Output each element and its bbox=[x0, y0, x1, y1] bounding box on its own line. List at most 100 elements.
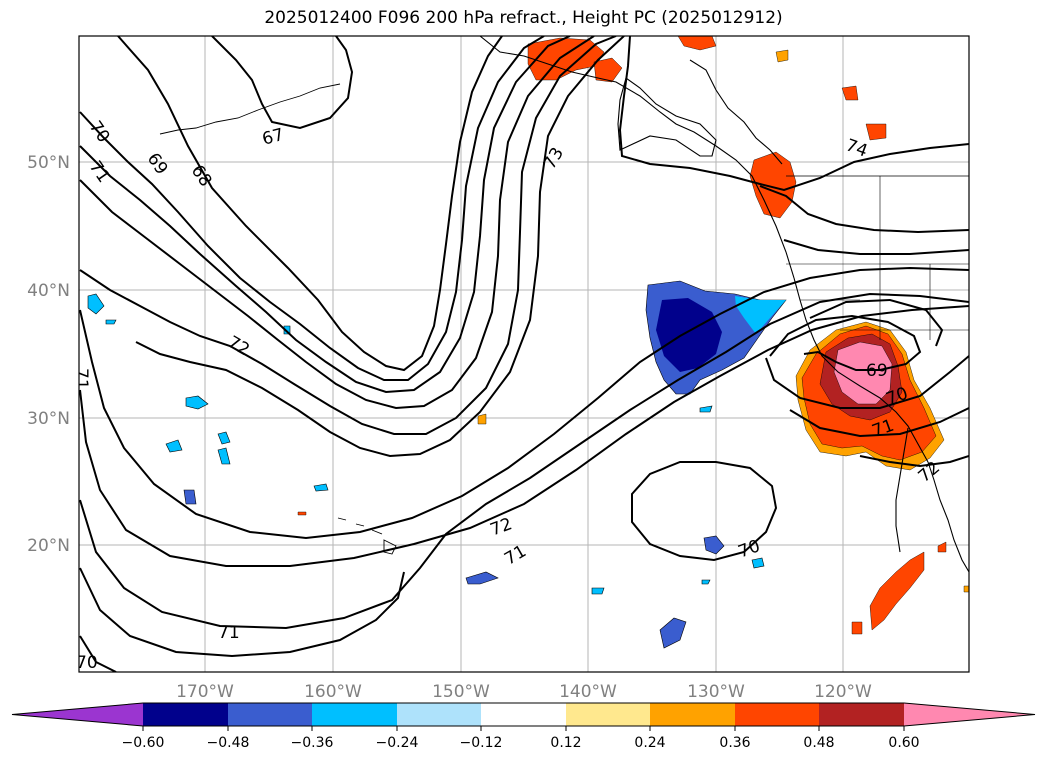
contour-70 bbox=[79, 36, 571, 394]
contour-71-southern bbox=[79, 305, 969, 567]
positive-anomaly-regions bbox=[297, 36, 969, 635]
warm-spot-mid bbox=[477, 413, 487, 425]
contour-72-baja bbox=[859, 455, 969, 468]
contour-67 bbox=[211, 36, 354, 130]
north-pacific-outline bbox=[617, 77, 717, 157]
colorbar-segment bbox=[819, 703, 904, 726]
contour-72-east bbox=[783, 239, 969, 255]
map-frame bbox=[78, 35, 970, 673]
lon-label-140w: 140°W bbox=[559, 682, 617, 702]
lon-label-120w: 120°W bbox=[814, 682, 872, 702]
lon-labels: 170°W 160°W 150°W 140°W 130°W 120°W bbox=[176, 682, 872, 702]
contour-71-california bbox=[789, 407, 969, 438]
colorbar-tick-label: 0.48 bbox=[803, 735, 834, 751]
lon-label-170w: 170°W bbox=[176, 682, 234, 702]
colorbar-tick-label: 0.60 bbox=[888, 735, 919, 751]
warm-spot-baja-2 bbox=[937, 541, 947, 553]
colorbar-tick-label: −0.48 bbox=[207, 735, 250, 751]
darkblue-core bbox=[656, 298, 722, 372]
colorbar-tick-label: 0.12 bbox=[550, 735, 581, 751]
baja-peninsula bbox=[895, 427, 909, 553]
blue-spot-12 bbox=[105, 319, 117, 325]
colorbar-extend-high bbox=[904, 703, 1035, 726]
blue-spot-1 bbox=[165, 439, 183, 453]
aleutian-chain bbox=[159, 83, 341, 135]
colorbar-tick-label: 0.24 bbox=[634, 735, 665, 751]
contour-73 bbox=[135, 36, 625, 458]
blue-spot-hawaii-n bbox=[185, 395, 209, 410]
contour-74 bbox=[618, 36, 969, 192]
blue-spot-4 bbox=[183, 489, 197, 505]
colorbar-extend-low bbox=[12, 703, 143, 726]
colorbar bbox=[11, 702, 1036, 731]
map-title: 2025012400 F096 200 hPa refract., Height… bbox=[264, 8, 783, 28]
us-west-coast bbox=[793, 277, 929, 463]
contour-70-closed-low bbox=[631, 461, 778, 562]
lightblue-edge bbox=[735, 296, 786, 334]
colorbar-segment bbox=[566, 703, 650, 726]
blue-spot-10 bbox=[591, 587, 605, 595]
negative-anomaly-regions bbox=[87, 280, 787, 649]
contour-73-east bbox=[759, 185, 969, 234]
colorbar-tick-labels: −0.60 −0.48 −0.36 −0.24 −0.12 0.12 0.24 0.36 0.4… bbox=[122, 735, 920, 751]
lat-label-50n: 50°N bbox=[27, 153, 70, 173]
colorbar-segment bbox=[312, 703, 397, 726]
colorbar-segment bbox=[735, 703, 819, 726]
blue-spot-6 bbox=[465, 571, 499, 585]
contour-ring-ca bbox=[809, 298, 944, 347]
contour-68 bbox=[117, 36, 503, 372]
warm-spot-bc-4 bbox=[775, 49, 789, 63]
coastlines bbox=[159, 36, 969, 573]
colorbar-segment bbox=[143, 703, 228, 726]
blue-spot-13 bbox=[699, 405, 713, 413]
baja-coast bbox=[927, 461, 969, 573]
contour-70-bottomleft bbox=[79, 635, 117, 672]
blue-spot-2 bbox=[217, 431, 231, 445]
alaska-coast bbox=[479, 36, 795, 279]
map-content: 70 71 69 68 67 73 74 72 71 72 71 70 71 7… bbox=[71, 36, 969, 673]
contour-72-north bbox=[79, 36, 617, 435]
lon-label-150w: 150°W bbox=[432, 682, 490, 702]
contour-label-69-ca: 69 bbox=[866, 361, 888, 381]
contour-label-71-bottom: 71 bbox=[218, 623, 240, 643]
blue-spot-8 bbox=[659, 617, 687, 649]
contour-71 bbox=[79, 36, 595, 410]
blue-spot-3 bbox=[217, 447, 231, 465]
warm-spot-bc-3 bbox=[865, 123, 887, 141]
warm-spot-small-1 bbox=[297, 511, 307, 516]
colorbar-tick-label: −0.12 bbox=[460, 735, 503, 751]
contour-label-70-bl: 70 bbox=[76, 653, 98, 673]
hawaii-islands bbox=[337, 517, 397, 555]
contour-label-71-west: 71 bbox=[71, 368, 91, 390]
warm-region-alaska-3 bbox=[677, 36, 717, 51]
contour-72-southern bbox=[79, 266, 969, 540]
warm-region-baja bbox=[869, 551, 925, 631]
colorbar-tick-label: 0.36 bbox=[719, 735, 750, 751]
pink-core-california bbox=[833, 341, 893, 405]
colorbar-tick-label: −0.36 bbox=[291, 735, 334, 751]
colorbar-segment bbox=[481, 703, 566, 726]
colorbar-segment bbox=[650, 703, 735, 726]
lat-label-20n: 20°N bbox=[27, 536, 70, 556]
lat-labels: 50°N 40°N 30°N 20°N bbox=[27, 153, 70, 556]
blue-spot-7 bbox=[703, 535, 725, 555]
warm-region-bc bbox=[749, 151, 797, 219]
colorbar-tick-label: −0.24 bbox=[376, 735, 419, 751]
contour-70-southern bbox=[79, 292, 969, 630]
height-contours bbox=[79, 36, 969, 672]
blue-spot-9 bbox=[751, 557, 765, 569]
contour-69-california-low bbox=[769, 314, 922, 371]
blue-spot-5 bbox=[313, 483, 329, 492]
colorbar-segment bbox=[228, 703, 312, 726]
contour-71-bottom bbox=[79, 567, 405, 658]
lon-label-130w: 130°W bbox=[687, 682, 745, 702]
contour-70-california bbox=[765, 355, 969, 409]
lat-label-40n: 40°N bbox=[27, 281, 70, 301]
lat-label-30n: 30°N bbox=[27, 409, 70, 429]
warm-spot-bc-2 bbox=[841, 85, 859, 101]
warm-spot-small-2 bbox=[963, 585, 969, 593]
bc-islands bbox=[689, 59, 783, 165]
blue-spot-11 bbox=[87, 293, 105, 315]
warm-spot-baja-3 bbox=[851, 621, 863, 635]
